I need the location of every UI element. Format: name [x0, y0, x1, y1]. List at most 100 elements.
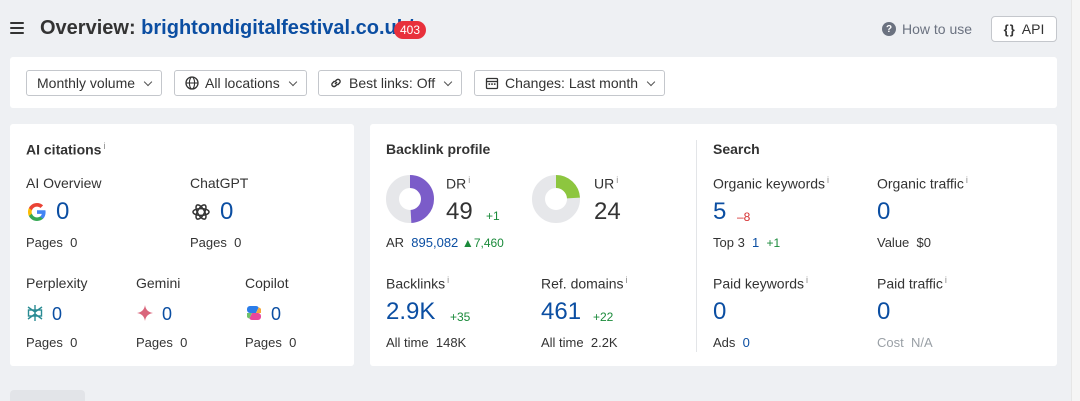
perplexity-value[interactable]: 0 [52, 304, 63, 324]
ref-domains-change: +22 [593, 310, 614, 324]
status-badge: 403 [394, 21, 427, 39]
gemini-value[interactable]: 0 [162, 304, 173, 324]
page-title-domain[interactable]: brightondigitalfestival.co.uk/ [141, 17, 414, 39]
gemini-pages: Pages 0 [136, 335, 188, 350]
chevron-down-icon [443, 77, 453, 86]
organic-keywords-value[interactable]: 5 [713, 198, 727, 225]
up-triangle-icon: ▲ [461, 236, 474, 250]
google-icon [28, 203, 46, 221]
ur-ring-chart [532, 175, 580, 223]
page-title: Overview: brightondigitalfestival.co.uk/ [40, 17, 413, 40]
copilot-icon [247, 306, 261, 320]
metrics-card: Backlink profile DR i 49 +1 AR 895,082 ▲7… [370, 124, 1057, 366]
ar-value[interactable]: 895,082 [411, 235, 459, 250]
api-label: API [1021, 21, 1045, 37]
page-title-prefix: Overview: [40, 17, 136, 39]
question-icon: ? [882, 22, 896, 36]
copilot-pages: Pages 0 [245, 335, 297, 350]
link-icon [331, 78, 341, 88]
ur-ring-fill [532, 175, 580, 223]
perplexity-pages: Pages 0 [26, 335, 78, 350]
changes-dropdown[interactable]: Changes: Last month [474, 70, 666, 96]
dr-ring-chart [386, 175, 434, 223]
top3-row: Top 3 1 +1 [713, 235, 781, 250]
gemini-label: Gemini [136, 275, 181, 291]
ai-overview-pages: Pages 0 [26, 235, 78, 250]
how-to-use-label: How to use [902, 21, 973, 37]
ur-value: 24 [594, 198, 621, 225]
chatgpt-value[interactable]: 0 [220, 198, 234, 225]
paid-traffic-label: Paid traffic i [877, 275, 947, 292]
top3-change: +1 [766, 236, 781, 250]
info-icon[interactable]: i [965, 175, 968, 185]
organic-traffic-value-row: Value $0 [877, 235, 931, 250]
backlinks-change: +35 [450, 310, 471, 324]
info-icon[interactable]: i [827, 175, 830, 185]
calendar-icon [485, 77, 499, 90]
tab-active[interactable] [10, 390, 85, 401]
chevron-down-icon [143, 77, 153, 86]
info-icon[interactable]: i [103, 141, 106, 151]
organic-keywords-change: –8 [737, 210, 751, 224]
section-divider [696, 140, 697, 352]
chatgpt-pages: Pages 0 [190, 235, 242, 250]
dr-value: 49 [446, 198, 473, 225]
info-icon[interactable]: i [944, 275, 947, 285]
page-header: Overview: brightondigitalfestival.co.uk/… [0, 0, 1080, 58]
info-icon[interactable]: i [447, 275, 450, 285]
organic-traffic-label: Organic traffic i [877, 175, 968, 192]
organic-keywords-label: Organic keywords i [713, 175, 830, 192]
ai-overview-label: AI Overview [26, 175, 102, 191]
info-icon[interactable]: i [625, 275, 628, 285]
best-links-dropdown[interactable]: Best links: Off [318, 70, 463, 96]
top3-value[interactable]: 1 [752, 235, 760, 250]
dr-ring-fill [386, 175, 434, 223]
filter-label: Changes: Last month [505, 75, 639, 91]
filter-label: Monthly volume [37, 75, 136, 91]
perplexity-icon [27, 305, 43, 321]
chevron-down-icon [288, 77, 297, 86]
ref-domains-label: Ref. domains i [541, 275, 628, 292]
scrollbar[interactable] [1071, 0, 1080, 401]
gemini-icon [137, 305, 153, 321]
backlinks-value[interactable]: 2.9K [386, 298, 436, 325]
dr-label: DR i [446, 175, 471, 192]
ads-value[interactable]: 0 [742, 335, 750, 350]
ai-citations-card: AI citations i AI Overview 0 Pages 0 Chat… [10, 124, 354, 366]
all-locations-dropdown[interactable]: All locations [174, 70, 307, 96]
perplexity-label: Perplexity [26, 275, 88, 291]
ref-domains-all-time: All time 2.2K [541, 335, 618, 350]
bottom-tab-bar [10, 390, 1057, 401]
info-icon[interactable]: i [616, 175, 619, 185]
paid-keywords-label: Paid keywords i [713, 275, 809, 292]
ar-change: 7,460 [473, 236, 504, 250]
ar-row: AR 895,082 ▲7,460 [386, 235, 504, 250]
backlink-profile-title: Backlink profile [386, 141, 491, 157]
dr-change: +1 [486, 209, 500, 223]
backlinks-all-time: All time 148K [386, 335, 467, 350]
chatgpt-label: ChatGPT [190, 175, 249, 191]
ai-citations-title: AI citations i [26, 141, 106, 158]
ai-overview-value[interactable]: 0 [56, 198, 70, 225]
menu-icon[interactable] [10, 22, 24, 34]
info-icon[interactable]: i [468, 175, 471, 185]
backlinks-label: Backlinks i [386, 275, 450, 292]
search-title: Search [713, 141, 760, 157]
api-button[interactable]: {} API [991, 16, 1057, 42]
filter-label: Best links: Off [349, 75, 436, 91]
ref-domains-value[interactable]: 461 [541, 298, 582, 325]
how-to-use-link[interactable]: ? How to use [882, 21, 972, 37]
paid-traffic-value[interactable]: 0 [877, 298, 891, 325]
copilot-label: Copilot [245, 275, 289, 291]
ads-row: Ads 0 [713, 335, 750, 350]
cost-row: Cost N/A [877, 335, 933, 350]
ur-label: UR i [594, 175, 619, 192]
monthly-volume-dropdown[interactable]: Monthly volume [26, 70, 163, 96]
chevron-down-icon [646, 77, 656, 86]
info-icon[interactable]: i [806, 275, 809, 285]
chatgpt-icon [192, 204, 210, 220]
paid-keywords-value[interactable]: 0 [713, 298, 727, 325]
copilot-value[interactable]: 0 [271, 304, 282, 324]
organic-traffic-value[interactable]: 0 [877, 198, 891, 225]
globe-icon [185, 76, 199, 90]
